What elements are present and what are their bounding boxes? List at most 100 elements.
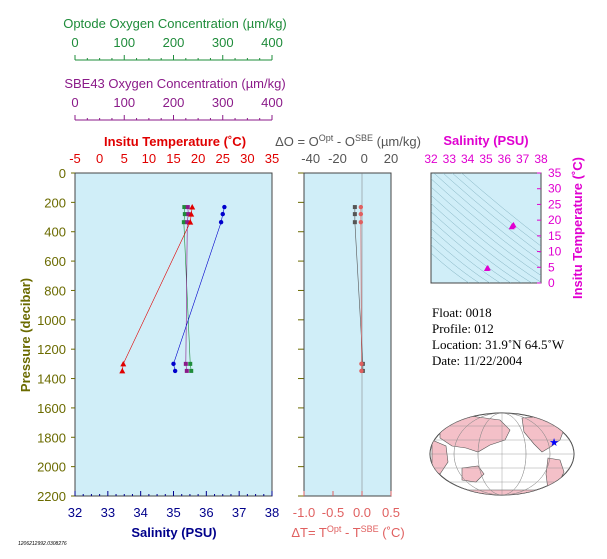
ts-temperature-tick-label: 15 [548,229,562,243]
salinity-tick-label: 36 [199,505,213,520]
delta-o-tick-label: 20 [384,151,398,166]
axis-tick-label: 0 [71,95,78,110]
diff-point-bottom [359,361,364,367]
pressure-tick-label: 600 [44,254,66,269]
ts-temperature-tick-label: 25 [548,197,562,211]
temperature-tick-label: 15 [166,151,180,166]
density-contour [431,195,541,283]
pressure-tick-label: 2000 [37,460,66,475]
salinity-tick-label: 33 [101,505,115,520]
ts-salinity-tick-label: 32 [424,152,438,166]
density-contour [431,219,511,283]
map-float-marker: ★ [549,437,559,449]
diff-point-top [352,205,357,210]
delta-o-axis-label: ΔO = OOpt - OSBE (µm/kg) [275,133,421,149]
ts-salinity-tick-label: 38 [534,152,548,166]
temperature-tick-label: 25 [216,151,230,166]
ts-temperature-tick-label: 5 [548,260,555,274]
axis-tick-label: 300 [212,35,234,50]
diff-point-top [352,220,357,225]
temperature-tick-label: 20 [191,151,205,166]
ts-salinity-tick-label: 35 [479,152,493,166]
map-land-asia [439,415,511,453]
map-meridian [453,413,551,495]
axis-tick-label: 100 [113,95,135,110]
data-point-optode [182,205,187,210]
density-contour [431,228,501,283]
density-contour [431,252,470,283]
salinity-tick-label: 34 [133,505,147,520]
temperature-tick-label: 35 [265,151,279,166]
ts-salinity-tick-label: 36 [498,152,512,166]
data-point-salinity [222,204,227,210]
map-meridian [477,413,527,495]
ts-salinity-tick-label: 37 [516,152,530,166]
salinity-tick-label: 37 [232,505,246,520]
axis-tick-label: 400 [261,95,283,110]
data-point-sbe43 [184,368,189,373]
salinity-tick-label: 38 [265,505,279,520]
delta-o-tick-label: -40 [301,151,320,166]
data-point-optode [181,220,186,225]
data-point-salinity [171,361,176,367]
ts-salinity-tick-label: 34 [461,152,475,166]
difference-plot-area [303,172,392,497]
pressure-axis-label: Pressure (decibar) [18,278,33,392]
world-map: ★ [429,412,575,496]
data-point-optode [189,368,194,373]
delta-o-tick-label: 0 [361,151,368,166]
axis-tick-label: 200 [163,95,185,110]
pressure-tick-label: 200 [44,195,66,210]
data-point-optode [182,212,187,217]
density-contour [461,173,541,239]
axis-tick-label: 300 [212,95,234,110]
data-point-temperature [188,211,195,217]
density-contour [433,173,541,262]
density-contour [431,211,522,283]
temperature-axis-label: Insitu Temperature (˚C) [104,134,246,149]
data-point-temperature [119,367,126,374]
delta-o-tick-label: -20 [328,151,347,166]
optode-axis: Optode Oxygen Concentration (µm/kg) 0 100… [63,16,287,61]
density-contour [451,173,541,247]
ts-salinity-tick-label: 33 [443,152,457,166]
footer-id: 1206212992.0308276 [18,541,67,547]
ts-plot-area [430,172,542,284]
data-point-sbe43 [183,361,188,366]
pressure-tick-label: 1400 [37,372,66,387]
axis-tick-label: 400 [261,35,283,50]
pressure-tick-label: 1600 [37,401,66,416]
diff-point-bottom [359,368,364,374]
pressure-tick-label: 0 [59,166,66,181]
diff-point-bottom [358,219,364,225]
ts-salinity-label: Salinity (PSU) [443,133,528,148]
delta-t-axis-label: ΔT= TOpt - TSBE (˚C) [291,524,404,540]
location: Location: 31.9˚N 64.5˚W [432,337,565,352]
data-point-temperature [120,360,127,367]
pressure-tick-label: 1800 [37,430,66,445]
profile-number: Profile: 012 [432,321,494,336]
density-contour [431,186,541,276]
profile-plot-area [74,172,273,497]
data-point-sbe43 [185,205,190,210]
ts-temperature-tick-label: 30 [548,182,562,196]
delta-t-tick-label: 0.0 [353,505,371,520]
optode-axis-label: Optode Oxygen Concentration (µm/kg) [63,16,287,31]
axis-tick-label: 100 [113,35,135,50]
density-contour [431,236,491,283]
delta-t-tick-label: -0.5 [322,505,344,520]
ts-data-point [483,265,490,272]
temperature-tick-label: 0 [96,151,103,166]
diff-point-top [352,212,357,217]
date: Date: 11/22/2004 [432,353,523,368]
sbe43-axis-label: SBE43 Oxygen Concentration (µm/kg) [64,76,285,91]
ts-temperature-tick-label: 0 [548,276,555,290]
data-point-optode [188,361,193,366]
diff-point-bottom [358,211,364,217]
ts-temperature-tick-label: 20 [548,213,562,227]
ts-temperature-label: Insitu Temperature (˚C) [570,157,585,299]
temperature-tick-label: -5 [69,151,81,166]
diff-point-bottom [358,204,364,210]
temperature-tick-label: 10 [142,151,156,166]
